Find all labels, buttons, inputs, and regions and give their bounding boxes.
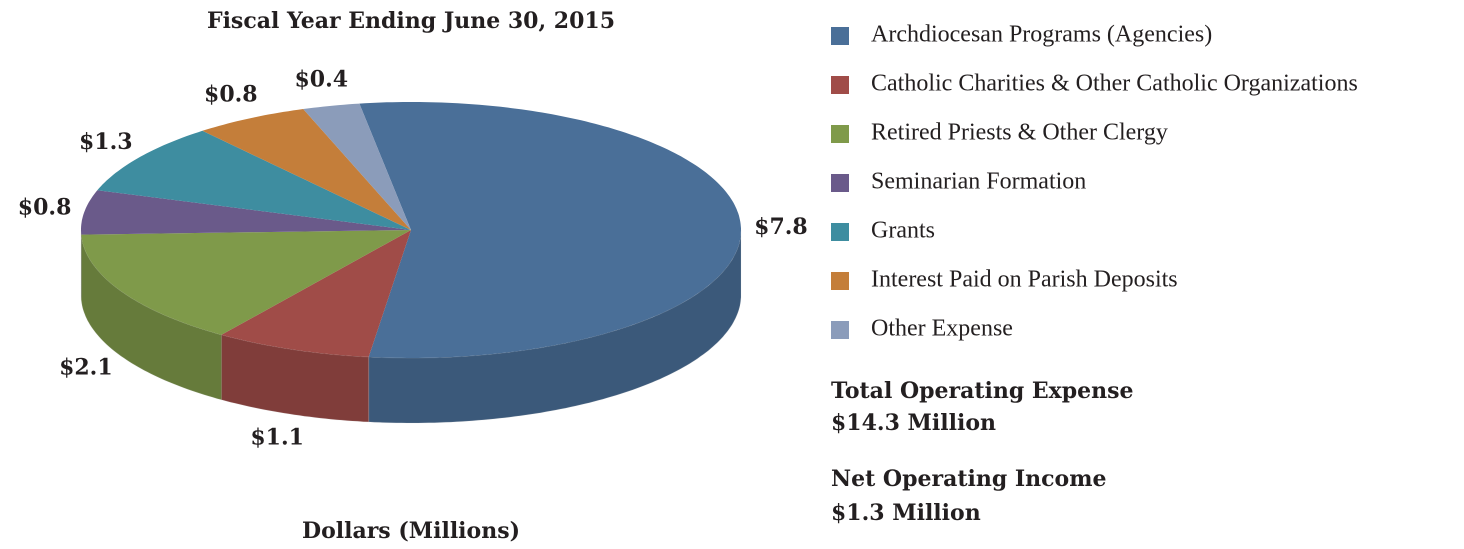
legend-label: Seminarian Formation [871, 169, 1086, 195]
data-label: $0.8 [204, 81, 258, 107]
data-label: $2.1 [59, 355, 113, 381]
annotation: $1.3 Million [831, 500, 981, 526]
data-label: $1.3 [79, 129, 133, 155]
slice [81, 230, 411, 335]
legend-swatch [831, 223, 849, 241]
legend-label: Grants [871, 218, 935, 244]
annotation: Net Operating Income [831, 466, 1107, 492]
legend-swatch [831, 27, 849, 45]
legend-label: Other Expense [871, 316, 1013, 342]
slice [303, 103, 411, 230]
legend-label: Catholic Charities & Other Catholic Orga… [871, 71, 1358, 97]
slice [202, 109, 411, 230]
legend-swatch [831, 272, 849, 290]
legend-swatch [831, 76, 849, 94]
legend-swatch [831, 174, 849, 192]
data-label: $7.8 [754, 214, 808, 240]
chart-title: Fiscal Year Ending June 30, 2015 [207, 8, 615, 34]
legend-label: Archdiocesan Programs (Agencies) [871, 22, 1212, 48]
slice [97, 130, 412, 230]
data-label: $0.4 [294, 67, 348, 93]
data-label: $1.1 [250, 425, 304, 451]
legend-swatch [831, 321, 849, 339]
legend-swatch [831, 125, 849, 143]
slice [359, 102, 741, 358]
legend-label: Retired Priests & Other Clergy [871, 120, 1168, 146]
legend-label: Interest Paid on Parish Deposits [871, 267, 1178, 293]
slice [81, 190, 411, 235]
annotation: Total Operating Expense [831, 378, 1134, 404]
slice [221, 230, 411, 357]
annotation: $14.3 Million [831, 410, 996, 436]
data-label: $0.8 [18, 195, 72, 221]
x-axis-label: Dollars (Millions) [302, 518, 520, 544]
